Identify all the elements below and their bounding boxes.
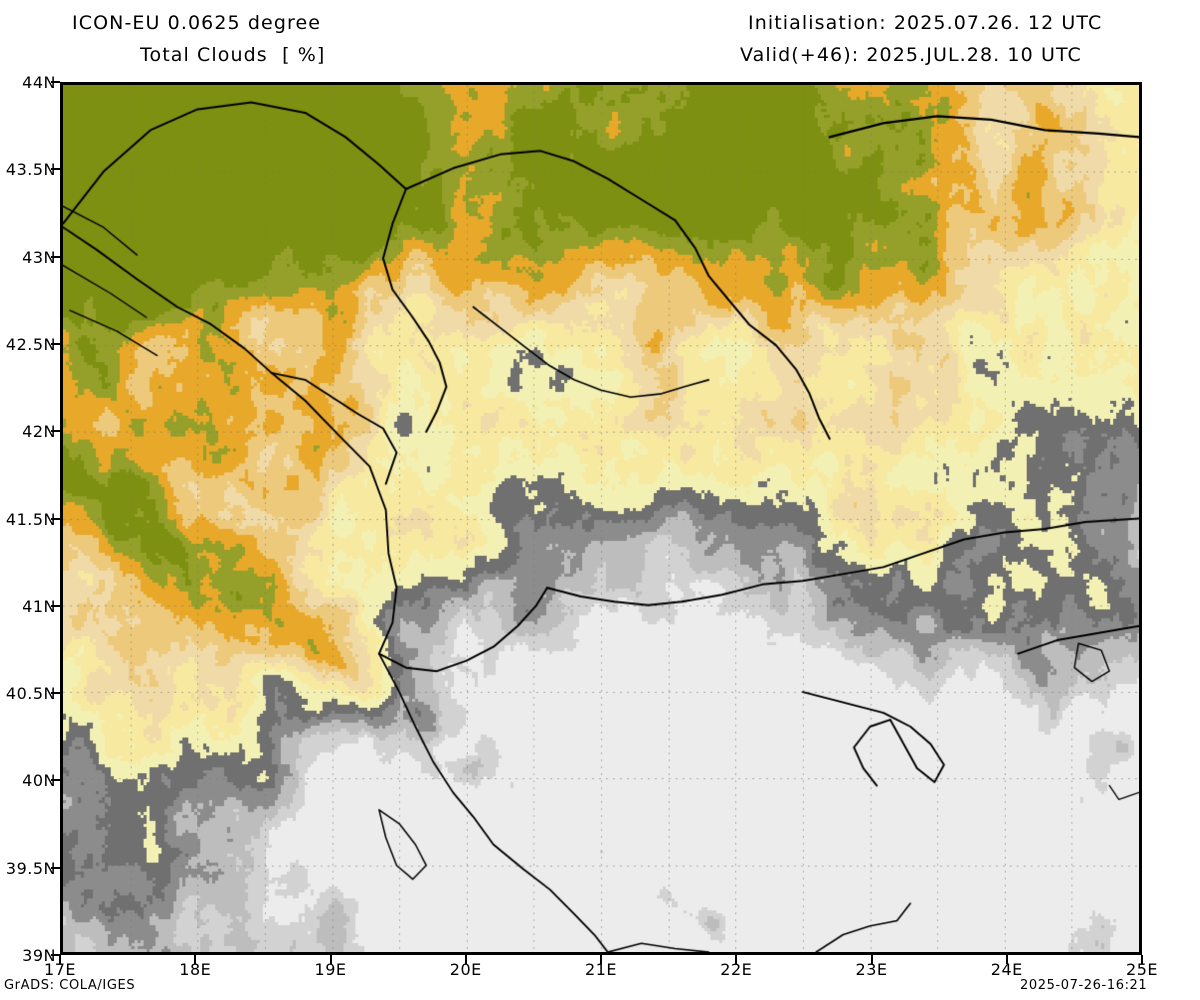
model-title: ICON-EU 0.0625 degree [72, 12, 322, 34]
y-axis-tick-label: 41.5N [5, 509, 56, 529]
x-axis-tick-mark [1005, 955, 1008, 964]
x-axis-tick-label: 22E [720, 960, 753, 979]
y-axis-tick-mark [51, 954, 60, 956]
x-axis-tick-mark [870, 955, 873, 964]
y-axis-tick-mark [51, 604, 60, 607]
field-title: Total Clouds [ %] [140, 44, 326, 66]
map-plot-area[interactable] [60, 82, 1142, 955]
y-axis-tick-mark [51, 342, 60, 345]
x-axis-tick-mark [464, 955, 467, 964]
cloud-cover-contour-map [63, 85, 1139, 952]
render-timestamp: 2025-07-26-16:21 [1020, 978, 1148, 993]
y-axis-tick-mark [51, 779, 60, 782]
y-axis-tick-mark [51, 81, 60, 83]
y-axis-tick-mark [51, 692, 60, 695]
x-axis-tick-label: 19E [314, 960, 347, 979]
x-axis-tick-mark [600, 955, 602, 964]
x-axis-tick-mark [59, 955, 61, 964]
y-axis-tick-mark [51, 430, 60, 433]
y-axis-tick-label: 43.5N [5, 160, 56, 180]
initialisation-time: Initialisation: 2025.07.26. 12 UTC [748, 12, 1103, 34]
y-axis-tick-mark [51, 168, 60, 171]
valid-time: Valid(+46): 2025.JUL.28. 10 UTC [740, 44, 1082, 66]
y-axis-tick-label: 40N [22, 771, 56, 791]
x-axis-tick-label: 21E [585, 960, 617, 979]
y-axis-tick-mark [51, 866, 60, 869]
y-axis-tick-label: 39.5N [5, 858, 56, 878]
y-axis-tick-label: 43N [22, 247, 56, 267]
x-axis-tick-label: 17E [44, 960, 76, 979]
x-axis-tick-mark [194, 955, 197, 964]
y-axis-tick-label: 42.5N [5, 334, 56, 354]
x-axis-tick-label: 20E [449, 960, 482, 979]
x-axis-tick-mark [1141, 955, 1143, 964]
x-axis-tick-label: 24E [990, 960, 1023, 979]
x-axis-tick-label: 23E [855, 960, 888, 979]
x-axis-tick-mark [329, 955, 332, 964]
y-axis-tick-label: 41N [22, 596, 56, 616]
y-axis-tick-mark [51, 517, 60, 520]
x-axis-tick-mark [735, 955, 738, 964]
x-axis-tick-label: 18E [179, 960, 212, 979]
y-axis-tick-label: 44N [22, 73, 56, 92]
y-axis-tick-label: 42N [22, 422, 56, 442]
y-axis-tick-mark [51, 255, 60, 258]
grads-credit: GrADS: COLA/IGES [4, 978, 136, 993]
y-axis-tick-label: 39N [22, 946, 56, 965]
x-axis-tick-label: 25E [1126, 960, 1158, 979]
y-axis-tick-label: 40.5N [5, 684, 56, 704]
